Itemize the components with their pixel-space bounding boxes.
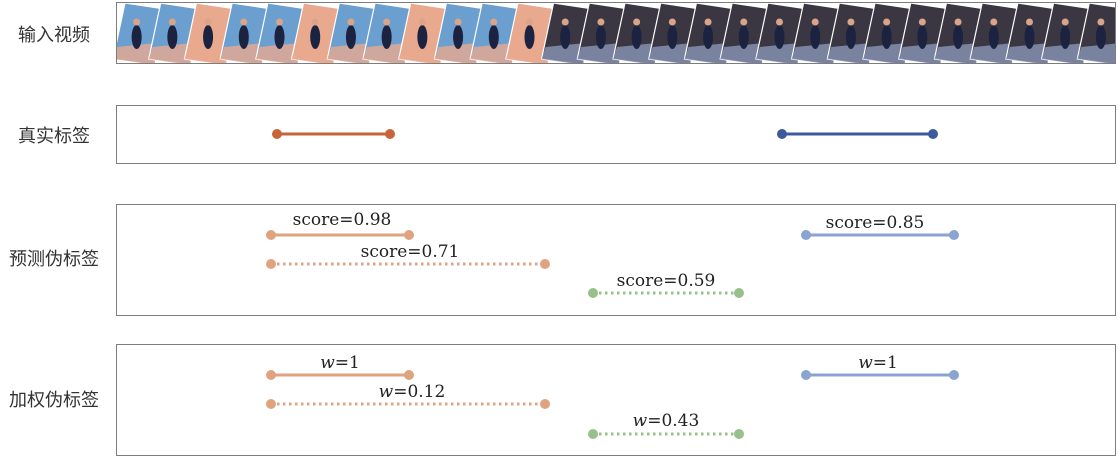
w-blue-start-point xyxy=(801,370,811,380)
pred-green-segment: score=0.59 xyxy=(588,271,744,298)
w-orange-high-start-point xyxy=(266,370,276,380)
w-blue-segment: w=1 xyxy=(801,353,959,380)
gt-orange-start-point xyxy=(272,129,282,139)
w-orange-low-label: w=0.12 xyxy=(379,382,446,402)
w-orange-low-start-point xyxy=(266,399,276,409)
pred-blue-end-point xyxy=(949,230,959,240)
pred-orange-low-label: score=0.71 xyxy=(361,242,460,262)
pred-green-end-point xyxy=(734,288,744,298)
gt-orange-segment xyxy=(272,129,395,139)
pred-blue-start-point xyxy=(801,230,811,240)
video-frame xyxy=(255,3,309,63)
video-frame xyxy=(755,3,809,63)
row-label-ground-truth: 真实标签 xyxy=(18,126,90,147)
video-frame xyxy=(862,3,916,63)
w-orange-high-segment: w=1 xyxy=(266,353,414,380)
gt-blue-end-point xyxy=(928,129,938,139)
pred-orange-high-label: score=0.98 xyxy=(293,210,392,230)
w-blue-end-point xyxy=(949,370,959,380)
video-frames xyxy=(117,3,1115,63)
w-orange-high-end-point xyxy=(404,370,414,380)
w-blue-label: w=1 xyxy=(858,353,898,373)
pred-orange-low-end-point xyxy=(540,259,550,269)
video-frame xyxy=(1040,3,1094,63)
pred-green-start-point xyxy=(588,288,598,298)
row-label-weighted-pseudo: 加权伪标签 xyxy=(9,390,99,411)
w-green-end-point xyxy=(734,429,744,439)
pred-green-label: score=0.59 xyxy=(617,271,716,291)
pred-orange-high-segment: score=0.98 xyxy=(266,210,414,240)
pred-orange-low-start-point xyxy=(266,259,276,269)
pred-blue-label: score=0.85 xyxy=(826,213,925,233)
video-frame xyxy=(1076,3,1115,63)
row-label-input-video: 输入视频 xyxy=(18,25,90,46)
predicted-pseudo-label-panel xyxy=(116,204,1116,316)
gt-blue-start-point xyxy=(777,129,787,139)
w-green-label: w=0.43 xyxy=(633,411,700,431)
w-orange-low-segment: w=0.12 xyxy=(266,382,550,409)
weighted-pseudo-label-panel xyxy=(116,344,1116,456)
w-orange-low-end-point xyxy=(540,399,550,409)
pred-orange-low-segment: score=0.71 xyxy=(266,242,550,269)
row-label-predicted-pseudo: 预测伪标签 xyxy=(9,249,99,270)
w-orange-high-label: w=1 xyxy=(320,353,360,373)
pred-orange-high-end-point xyxy=(404,230,414,240)
w-green-segment: w=0.43 xyxy=(588,411,744,439)
gt-blue-segment xyxy=(777,129,938,139)
pred-orange-high-start-point xyxy=(266,230,276,240)
video-frame-strip xyxy=(116,2,1116,64)
video-frame xyxy=(219,3,273,63)
w-green-start-point xyxy=(588,429,598,439)
gt-orange-end-point xyxy=(385,129,395,139)
pred-blue-segment: score=0.85 xyxy=(801,213,959,240)
